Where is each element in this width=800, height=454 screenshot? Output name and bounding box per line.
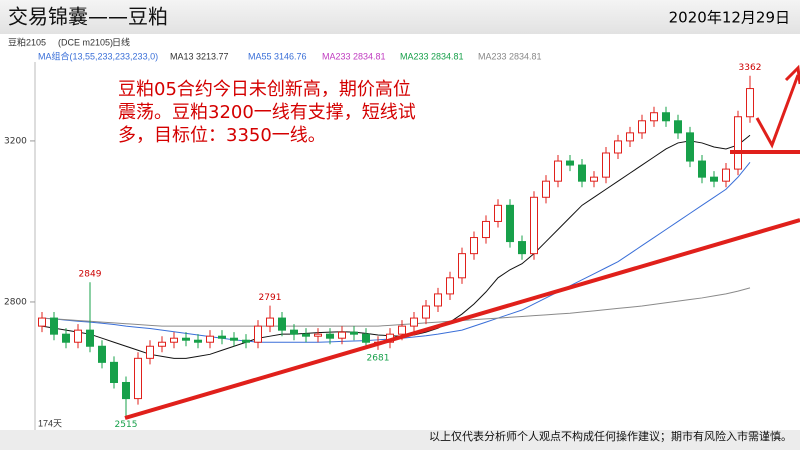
trend-line bbox=[124, 218, 800, 420]
candle-body bbox=[158, 341, 166, 347]
ma-label: MA233 2834.81 bbox=[478, 51, 542, 61]
title: 交易锦囊——豆粕 bbox=[8, 5, 168, 29]
candle-body bbox=[686, 132, 694, 162]
low-label: 2681 bbox=[367, 353, 390, 363]
high-label: 2849 bbox=[79, 270, 102, 280]
candle-body bbox=[170, 337, 178, 343]
candle-body bbox=[326, 333, 334, 339]
candle-body bbox=[182, 337, 190, 341]
date: 2020年12月29日 bbox=[669, 9, 790, 27]
candle-body bbox=[674, 120, 682, 134]
footer-band bbox=[0, 430, 800, 450]
candle-body bbox=[530, 196, 538, 255]
candle-body bbox=[614, 140, 622, 154]
candle-body bbox=[746, 88, 754, 118]
ma-label: MA13 3213.77 bbox=[170, 51, 229, 61]
candle-body bbox=[542, 180, 550, 198]
candle-body bbox=[350, 331, 358, 335]
candle-body bbox=[206, 335, 214, 343]
ma-line bbox=[41, 134, 751, 359]
candle-body bbox=[362, 333, 370, 343]
candle-body bbox=[50, 317, 58, 335]
symbol: 豆粕2105 bbox=[8, 36, 46, 47]
days-label: 174天 bbox=[38, 418, 62, 428]
header-band bbox=[0, 0, 800, 34]
candle-body bbox=[62, 333, 70, 343]
candle-body bbox=[194, 339, 202, 343]
candle-body bbox=[254, 325, 262, 343]
candle-body bbox=[590, 176, 598, 182]
candle-body bbox=[470, 237, 478, 255]
candle-body bbox=[494, 204, 502, 222]
candle-body bbox=[638, 120, 646, 134]
candle-body bbox=[434, 293, 442, 307]
candle-body bbox=[134, 357, 142, 400]
candle-body bbox=[734, 116, 742, 170]
candle-body bbox=[650, 112, 658, 122]
candle-body bbox=[554, 160, 562, 182]
y-tick-label: 3200 bbox=[4, 136, 27, 146]
note-line: 震荡。豆粕3200一线有支撑，短线试 bbox=[118, 102, 416, 123]
candle-body bbox=[146, 345, 154, 359]
candle-body bbox=[302, 333, 310, 337]
candle-body bbox=[314, 333, 322, 337]
candle-body bbox=[458, 253, 466, 279]
candle-body bbox=[86, 329, 94, 347]
arrow-head bbox=[784, 64, 800, 85]
y-tick-label: 2800 bbox=[4, 297, 27, 307]
candle-body bbox=[110, 361, 118, 383]
candle-body bbox=[398, 325, 406, 335]
ma-label: MA233 2834.81 bbox=[400, 51, 464, 61]
candle-body bbox=[218, 335, 226, 339]
ma-line bbox=[41, 161, 751, 343]
candle-body bbox=[506, 204, 514, 243]
ma-line bbox=[41, 287, 751, 327]
candle-body bbox=[710, 176, 718, 182]
low-label: 2515 bbox=[115, 420, 138, 430]
candle-body bbox=[230, 337, 238, 341]
candle-body bbox=[446, 277, 454, 295]
candle-body bbox=[338, 331, 346, 339]
trend-arrow bbox=[755, 74, 800, 149]
candle-body bbox=[98, 345, 106, 363]
candle-body bbox=[422, 305, 430, 319]
high-label: 2791 bbox=[259, 293, 282, 303]
high-label: 3362 bbox=[739, 63, 762, 73]
candle-body bbox=[290, 329, 298, 335]
candle-body bbox=[698, 160, 706, 178]
code: (DCE m2105) bbox=[58, 37, 113, 47]
candle-body bbox=[566, 160, 574, 166]
candle-body bbox=[74, 329, 82, 343]
candle-body bbox=[578, 164, 586, 182]
candle-body bbox=[626, 132, 634, 142]
candle-body bbox=[266, 317, 274, 327]
disclaimer: 以上仅代表分析师个人观点不构成任何操作建议；期市有风险入市需谨慎。 bbox=[429, 429, 792, 443]
candle-body bbox=[242, 339, 250, 343]
ma-label: MA55 3146.76 bbox=[248, 51, 307, 61]
ma-label: MA233 2834.81 bbox=[322, 51, 386, 61]
candle-body bbox=[38, 317, 46, 327]
note-line: 豆粕05合约今日未创新高，期价高位 bbox=[118, 79, 411, 100]
candle-body bbox=[482, 220, 490, 239]
candle-body bbox=[722, 168, 730, 182]
ma-label: MA组合(13,55,233,233,233,0) bbox=[38, 50, 158, 61]
candle-body bbox=[602, 152, 610, 178]
plot: 2800 3200 2849 2515 2791 2681 3362 bbox=[4, 63, 761, 430]
note-line: 多，目标位：3350一线。 bbox=[118, 125, 326, 146]
candle-body bbox=[122, 381, 130, 400]
candle-body bbox=[518, 241, 526, 255]
candle-body bbox=[662, 112, 670, 122]
period: 日线 bbox=[112, 36, 130, 47]
candle-body bbox=[410, 317, 418, 327]
candle-body bbox=[278, 317, 286, 331]
